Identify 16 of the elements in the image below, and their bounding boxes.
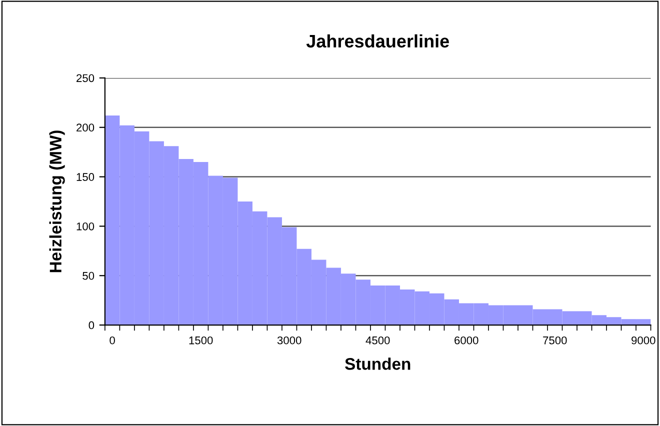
x-tick-label: 1500 [189, 336, 213, 344]
y-tick-label: 250 [76, 74, 94, 82]
y-tick-label: 50 [82, 272, 94, 280]
x-axis-title: Stunden [345, 358, 410, 370]
x-tick-label: 6000 [454, 336, 478, 344]
y-tick-label: 200 [76, 124, 94, 132]
chart-title: Jahresdauerlinie [306, 34, 449, 48]
x-tick-label: 0 [110, 336, 115, 344]
x-tick-label: 9000 [632, 336, 656, 344]
y-axis-title: Heizleistung (MW) [49, 130, 65, 272]
x-tick-label: 7500 [543, 336, 567, 344]
x-tick-label: 4500 [366, 336, 390, 344]
y-tick-label: 150 [76, 173, 94, 181]
x-tick-label: 3000 [277, 336, 302, 344]
y-tick-label: 0 [88, 321, 94, 330]
y-tick-label: 100 [76, 222, 94, 230]
